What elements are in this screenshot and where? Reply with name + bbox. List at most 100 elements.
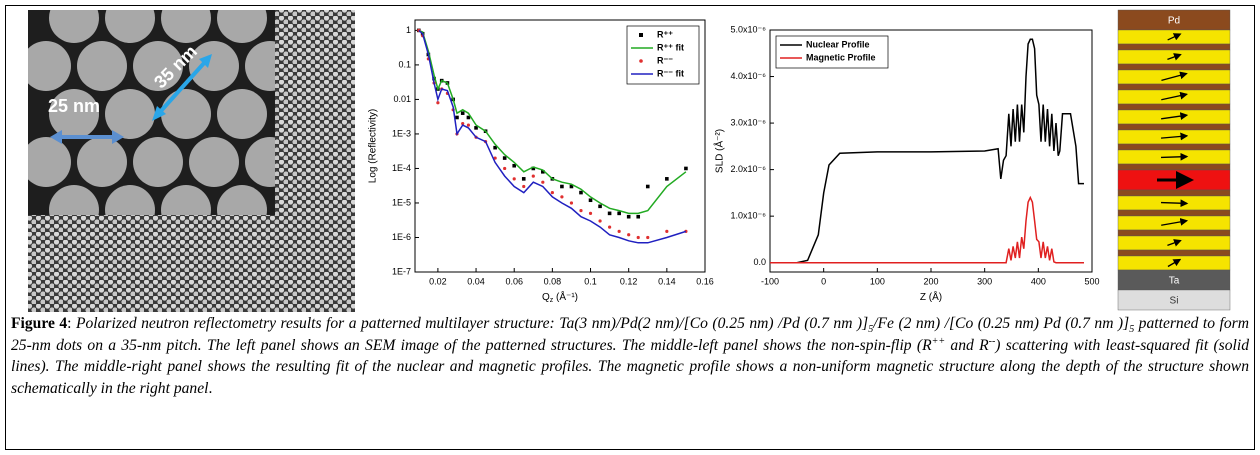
arrow-25 [50,130,124,144]
data-point [636,214,641,219]
sld-chart: 0.0 1.0x10⁻⁶ 2.0x10⁻⁶ 3.0x10⁻⁶ 4.0x10⁻⁶ 5.0x1… [713,24,1100,302]
layer-label: Ta [1169,276,1180,287]
x-tick-label: 200 [923,276,938,286]
data-point [541,180,545,184]
data-point [550,190,554,195]
data-point [607,211,612,216]
y-tick-label: 1E-6 [392,232,411,242]
y-tick-label: 1E-3 [392,128,411,138]
legend-label: R⁻⁻ [657,55,673,65]
sem-dot [189,137,239,187]
arrow-35 [152,54,212,121]
data-point [531,174,535,178]
caption-text: patterned to form 25-nm dots on a 35-nm … [11,315,1249,354]
sem-dot [161,89,211,139]
caption-text: : [67,315,76,332]
moment-arrow [1161,112,1189,120]
sem-dot [28,137,71,187]
y-tick-label: 1E-5 [392,197,411,207]
sem-dot [217,89,267,139]
data-point [502,156,507,160]
data-point [522,184,526,189]
data-point [645,184,650,189]
data-point [432,76,436,81]
data-point [436,101,440,105]
x-tick-label: 0.14 [658,276,676,286]
x-axis-label: Qz (Å⁻¹) [542,290,578,304]
layer [1117,83,1231,91]
data-point [455,115,459,120]
data-point [579,209,583,213]
x-axis-label: Z (Å) [920,290,942,303]
x-tick-label: 0.06 [505,276,523,286]
layer-label: Si [1170,296,1179,307]
sem-dot [133,41,183,91]
moment-arrow [1167,53,1182,61]
sem-dot [217,185,267,215]
y-axis-label: Log (Reflectivity) [368,109,379,183]
data-point [588,211,593,215]
x-tick-label: 500 [1084,276,1099,286]
data-point [512,163,517,168]
layer [1117,143,1231,151]
x-tick-label: 400 [1031,276,1046,286]
data-point [466,123,471,127]
data-point [461,121,465,126]
legend-marker [639,59,643,63]
legend-marker [639,33,643,37]
data-point [521,177,526,181]
layer [1117,63,1231,71]
series-line [418,29,687,215]
layer-schematic: Pd Ta Si [1117,9,1231,311]
sem-dot [28,41,71,91]
layer [1117,103,1231,111]
caption-text: Polarized neutron reflectometry results … [75,315,869,332]
layer [1117,123,1231,131]
caption-text: ) scattering with least-squared fit (sol… [11,336,1249,397]
sem-dot [161,10,211,43]
layer [1117,249,1231,257]
caption-sup: ++ [931,335,946,347]
layer [1117,163,1231,171]
x-axis-label-part: (Å⁻¹) [553,290,578,303]
data-point [665,229,669,234]
layer [1117,229,1231,237]
data-point [466,115,471,120]
x-tick-label: 0.08 [544,276,562,286]
legend-label: R⁺⁺ fit [657,42,684,52]
y-tick-label: 1E-7 [392,266,411,276]
sem-dot [217,10,267,43]
sem-dot [105,89,155,139]
data-point [646,235,650,240]
data-point [579,190,583,195]
x-tick-label: 0 [821,276,826,286]
y-tick-label: 5.0x10⁻⁶ [731,24,767,34]
y-axis-label: SLD (Å⁻²) [713,129,726,173]
x-tick-label: 0.1 [584,276,597,286]
caption: Figure 4: Polarized neutron reflectometr… [11,313,1249,399]
caption-sub: 5 [868,324,874,336]
sem-dot [77,137,127,187]
x-tick-label: 0.16 [696,276,714,286]
y-tick-label: 2.0x10⁻⁶ [731,164,767,174]
reflectivity-chart: 1E-7 1E-6 1E-5 1E-4 1E-3 0.01 0.1 1 0.02 0.04 0.06… [368,19,714,304]
y-tick-label: 0.0 [753,257,766,267]
sem-dot [49,10,99,43]
moment-arrow [1160,152,1189,161]
legend-label: Nuclear Profile [806,39,870,49]
sem-image: 25 nm 35 nm [28,10,355,312]
moment-arrow [1160,199,1189,208]
moment-arrow [1160,132,1189,141]
y-tick-label: 0.1 [398,59,411,69]
x-axis-label-part: Q [542,292,550,303]
sem-dot [133,137,183,187]
caption-label: Figure 4 [11,315,68,332]
x-tick-label: 300 [977,276,992,286]
data-point [569,201,574,205]
moment-arrow [1161,71,1188,81]
data-point [474,126,478,130]
x-tick-label: 100 [870,276,885,286]
data-point [617,211,621,216]
y-tick-label: 3.0x10⁻⁶ [731,117,767,127]
